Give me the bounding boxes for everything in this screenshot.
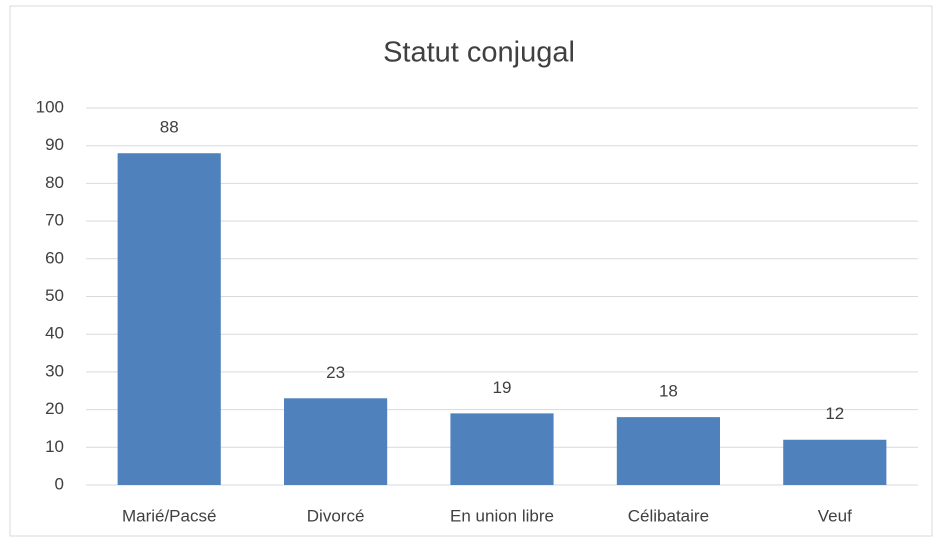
y-tick-label: 70	[45, 211, 64, 230]
data-label: 23	[326, 363, 345, 382]
data-label: 88	[160, 118, 179, 137]
x-tick-label: Marié/Pacsé	[122, 506, 216, 525]
x-tick-label: Célibataire	[628, 506, 709, 525]
y-tick-label: 100	[36, 97, 64, 116]
y-tick-label: 30	[45, 361, 64, 380]
data-label: 19	[493, 378, 512, 397]
bar	[284, 398, 388, 485]
y-tick-label: 90	[45, 135, 64, 154]
bar	[783, 439, 887, 485]
y-tick-label: 10	[45, 437, 64, 456]
y-tick-label: 0	[55, 474, 64, 493]
data-label: 12	[825, 404, 844, 423]
x-tick-label: Veuf	[818, 506, 852, 525]
data-label: 18	[659, 382, 678, 401]
y-tick-label: 80	[45, 173, 64, 192]
x-tick-label: Divorcé	[307, 506, 365, 525]
y-tick-label: 60	[45, 248, 64, 267]
y-tick-label: 20	[45, 399, 64, 418]
bar	[117, 153, 221, 486]
bar	[450, 413, 554, 485]
bar	[616, 417, 720, 485]
x-tick-label: En union libre	[450, 506, 554, 525]
y-tick-label: 40	[45, 324, 64, 343]
chart-title: Statut conjugal	[383, 37, 575, 69]
y-tick-label: 50	[45, 286, 64, 305]
